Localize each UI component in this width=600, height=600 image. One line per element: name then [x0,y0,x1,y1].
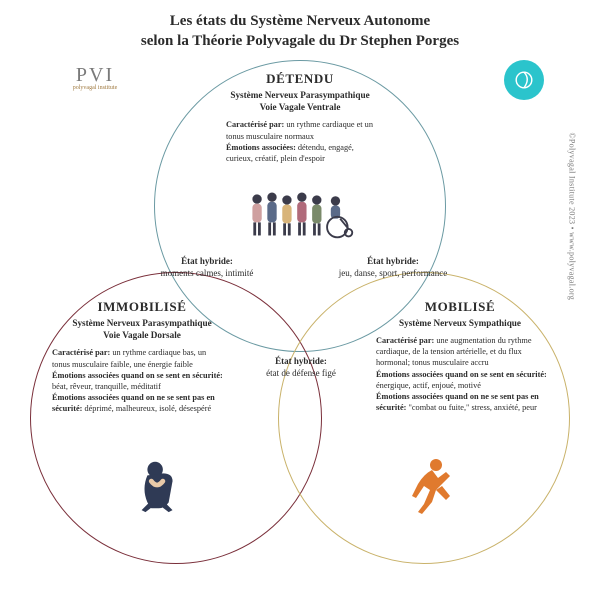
block-detendu: DÉTENDU Système Nerveux Parasympathique … [202,70,398,164]
hybrid-top-right: État hybride: jeu, danse, sport, perform… [338,256,448,279]
title-line-1: Les états du Système Nerveux Autonome [170,13,430,29]
people-group-icon [244,186,356,246]
state-title: DÉTENDU [202,70,398,88]
hybrid-bottom: État hybride: état de défense figé [258,356,344,379]
running-person-icon [394,456,456,516]
state-system: Système Nerveux Parasympathique Voie Vag… [44,317,240,342]
hybrid-top-left: État hybride: moments calmes, intimité [152,256,262,279]
copyright: ©Polyvagal Institute 2023 • www.polyvaga… [567,133,576,300]
title-line-2: selon la Théorie Polyvagale du Dr Stephe… [141,33,459,49]
state-system: Système Nerveux Sympathique [362,317,558,329]
state-desc: Caractérisé par: un rythme cardiaque et … [202,119,398,164]
venn-diagram: DÉTENDU Système Nerveux Parasympathique … [0,56,600,576]
state-system: Système Nerveux Parasympathique Voie Vag… [202,89,398,114]
state-desc: Caractérisé par: un rythme cardiaque bas… [44,347,240,414]
state-title: MOBILISÉ [362,298,558,316]
sitting-person-icon [130,456,188,514]
block-mobilise: MOBILISÉ Système Nerveux Sympathique Car… [362,298,558,413]
state-desc: Caractérisé par: une augmentation du ryt… [362,335,558,413]
state-title: IMMOBILISÉ [44,298,240,316]
block-immobilise: IMMOBILISÉ Système Nerveux Parasympathiq… [44,298,240,415]
page-title: Les états du Système Nerveux Autonome se… [0,12,600,51]
page: Les états du Système Nerveux Autonome se… [0,0,600,600]
